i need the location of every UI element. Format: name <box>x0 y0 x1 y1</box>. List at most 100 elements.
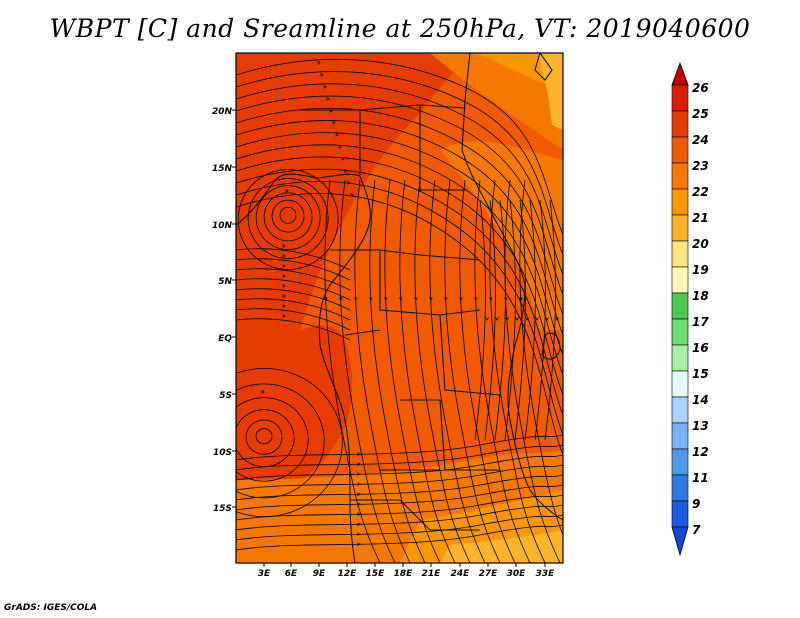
streamline-arrow <box>515 317 519 321</box>
lon-axis: 3E 6E 9E 12E 15E 18E 21E 24E 27E 30E 33E <box>258 563 555 579</box>
streamline-south <box>236 454 563 481</box>
colorbar-label: 16 <box>692 341 709 355</box>
streamline-arrow <box>485 317 489 321</box>
lat-label: 5N <box>218 277 232 287</box>
streamline-arrow <box>323 85 327 89</box>
colorbar-label: 18 <box>692 289 709 303</box>
coolest-band-northeast <box>538 53 563 130</box>
lon-label: 18E <box>394 569 414 579</box>
streamline-central <box>339 179 396 563</box>
colorbar-cell <box>671 240 689 268</box>
streamline-arrow <box>357 542 361 546</box>
streamline-arrow <box>505 317 509 321</box>
streamline-central <box>399 179 456 563</box>
streamline-arrow <box>344 169 348 173</box>
map-plot: 20N 15N 10N 5N EQ 5S 10S 15S 3E 6E 9E 12… <box>212 52 709 579</box>
lon-label: 30E <box>507 569 527 579</box>
lat-axis: 20N 15N 10N 5N EQ 5S 10S 15S <box>212 107 236 514</box>
streamline-west <box>236 278 351 301</box>
streamline-south <box>236 484 563 511</box>
colorbar-label: 21 <box>692 211 709 225</box>
streamline-vortex-north <box>271 199 305 233</box>
streamline-arrow <box>474 297 478 301</box>
streamline-central <box>519 179 563 537</box>
colorbar-label: 14 <box>692 393 709 407</box>
streamline-south <box>236 464 563 491</box>
streamline-arrow <box>282 274 286 278</box>
lat-label: 15S <box>213 504 232 514</box>
colorbar-cell <box>671 84 689 112</box>
streamline-south <box>236 434 563 461</box>
plot-title: WBPT [C] and Sreamline at 250hPa, VT: 20… <box>49 14 751 43</box>
streamline-arrow <box>282 284 286 288</box>
lon-label: 24E <box>451 569 471 579</box>
streamline-arrow <box>545 317 549 321</box>
colorbar: 26 25 24 23 22 21 20 19 18 17 16 15 14 1… <box>671 61 709 557</box>
colorbar-top-arrow <box>671 61 689 86</box>
colorbar-label: 12 <box>692 445 709 459</box>
colorbar-label: 22 <box>692 185 709 199</box>
streamline-west <box>236 318 351 341</box>
streamline-vortex-south <box>236 409 295 468</box>
colorbar-label: 19 <box>692 263 709 277</box>
east-africa-coast <box>461 53 563 521</box>
streamline-east <box>544 199 556 441</box>
streamline-arrow <box>357 532 361 536</box>
streamline-east <box>524 199 536 441</box>
streamline-vortex-south <box>255 428 273 445</box>
streamline-arrow <box>339 297 343 301</box>
streamline-central <box>489 179 546 563</box>
streamline-south <box>236 444 563 471</box>
streamline-northern-arc <box>236 95 563 296</box>
colorbar-label: 15 <box>692 367 709 381</box>
colorbar-label: 7 <box>692 523 701 537</box>
grads-credit: GrADS: IGES/COLA <box>4 603 98 613</box>
cool-band-east <box>440 141 563 330</box>
lon-label: 33E <box>536 569 556 579</box>
streamline-northern-arc <box>236 58 563 236</box>
streamline-arrow <box>282 244 286 248</box>
lon-label: 15E <box>366 569 386 579</box>
streamline-central <box>429 179 486 563</box>
streamline-east <box>494 199 506 441</box>
colorbar-label: 20 <box>692 237 709 251</box>
streamline-arrow <box>282 314 286 318</box>
lon-label: 9E <box>313 569 326 579</box>
lat-label: 5S <box>219 391 232 401</box>
streamline-arrow <box>525 317 529 321</box>
colorbar-cell <box>671 500 689 528</box>
streamline-arrow <box>399 297 403 301</box>
colorbar-cell <box>671 396 689 424</box>
streamline-east <box>534 199 546 441</box>
streamline-arrow <box>444 297 448 301</box>
streamline-central <box>369 179 426 563</box>
streamline-west <box>236 288 351 311</box>
streamline-east <box>484 199 496 441</box>
coolest-band-south <box>440 530 563 563</box>
streamline-east <box>474 199 486 441</box>
colorbar-label: 17 <box>692 315 709 329</box>
streamline-arrow <box>429 297 433 301</box>
colorbar-cell <box>671 292 689 320</box>
streamline-arrow <box>555 317 559 321</box>
streamline-south <box>236 514 563 541</box>
streamline-vortex-north <box>263 192 313 242</box>
streamline-arrow <box>519 297 523 301</box>
colorbar-label: 24 <box>692 133 709 147</box>
lat-label: 10S <box>213 448 232 458</box>
west-africa-coast <box>236 173 361 226</box>
streamline-arrow <box>357 522 361 526</box>
streamline-arrow <box>341 157 345 161</box>
streamline-vortex-south <box>245 419 283 455</box>
streamline-south <box>236 494 563 521</box>
lon-label: 21E <box>422 569 442 579</box>
colorbar-cell <box>671 162 689 190</box>
streamline-northern-arc <box>236 181 563 436</box>
lat-label: 10N <box>212 221 233 231</box>
lon-label: 3E <box>258 569 271 579</box>
colorbar-cell <box>671 318 689 346</box>
streamline-arrow <box>282 254 286 258</box>
streamline-central <box>459 179 516 563</box>
streamline-central <box>414 179 471 563</box>
lon-label: 12E <box>338 569 358 579</box>
